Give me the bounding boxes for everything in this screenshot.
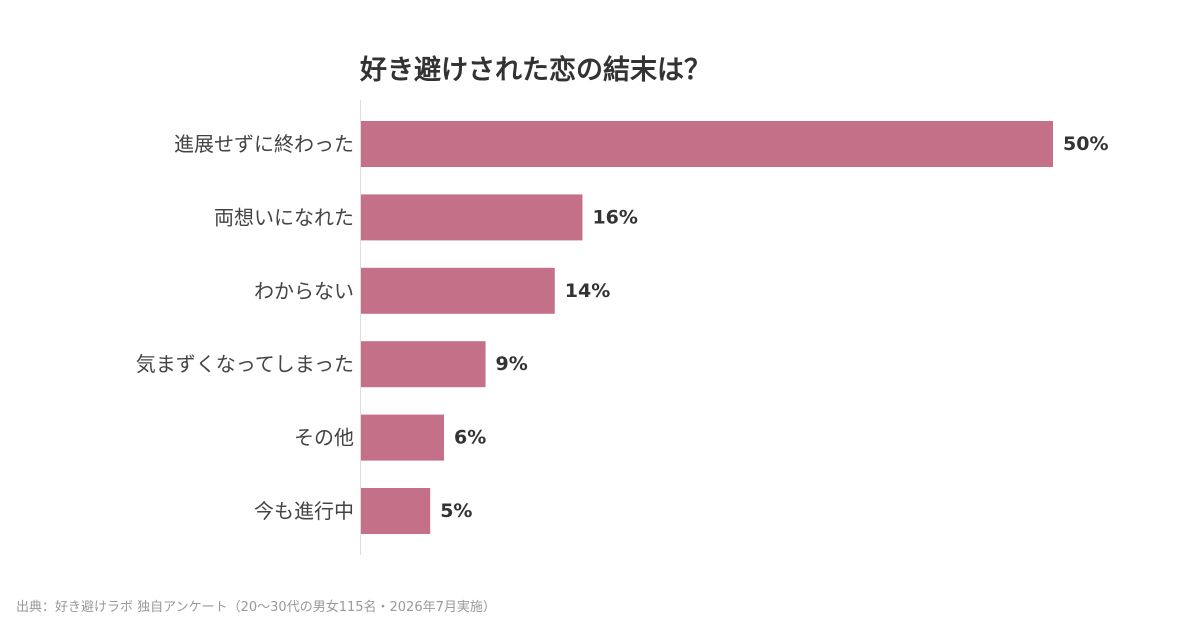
value-label: 6% xyxy=(454,427,486,449)
source-note: 出典：好き避けラボ 独自アンケート（20〜30代の男女115名・2026年7月実… xyxy=(16,600,496,615)
bar xyxy=(361,194,583,241)
value-label: 9% xyxy=(496,353,528,375)
category-label: その他 xyxy=(294,426,354,450)
bars-group: 進展せずに終わった 50% 両想いになれた 16% わからない 14% 気まずくなってしまっ… xyxy=(136,121,1108,534)
bar xyxy=(361,341,486,388)
value-label: 50% xyxy=(1063,133,1108,155)
value-label: 14% xyxy=(565,280,610,302)
bar xyxy=(361,121,1053,167)
bar xyxy=(361,488,431,534)
category-label: 両想いになれた xyxy=(214,205,354,229)
bar xyxy=(361,414,445,461)
category-label: 進展せずに終わった xyxy=(174,132,354,156)
category-label: 今も進行中 xyxy=(254,499,354,523)
category-label: 気まずくなってしまった xyxy=(136,352,354,376)
bar xyxy=(361,267,555,314)
category-label: わからない xyxy=(254,279,354,303)
value-label: 16% xyxy=(592,206,637,228)
chart-title: 好き避けされた恋の結末は？ xyxy=(360,55,711,86)
value-label: 5% xyxy=(440,500,472,522)
